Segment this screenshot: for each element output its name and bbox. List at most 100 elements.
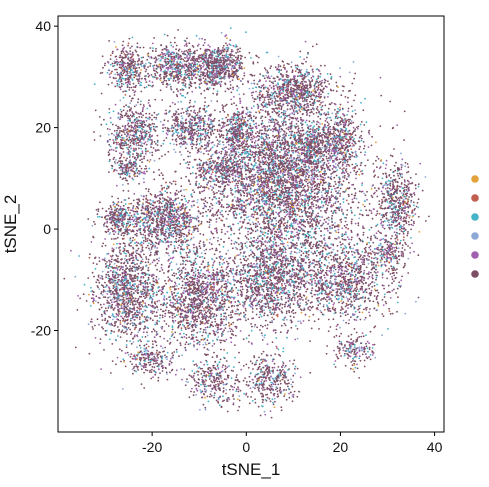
data-point — [329, 164, 332, 167]
data-point — [250, 136, 253, 139]
data-point — [266, 181, 269, 184]
data-point — [281, 121, 283, 123]
data-point — [188, 167, 191, 170]
data-point — [331, 112, 334, 115]
data-point — [313, 195, 316, 198]
data-point — [209, 185, 212, 187]
data-point — [259, 191, 262, 193]
data-point — [346, 236, 349, 239]
data-point — [258, 169, 261, 172]
data-point — [217, 209, 220, 211]
data-point — [234, 246, 237, 249]
data-point — [274, 169, 277, 172]
data-point — [265, 170, 267, 173]
data-point — [327, 111, 329, 114]
data-point — [255, 127, 258, 130]
data-point — [269, 171, 272, 174]
data-point — [284, 215, 287, 218]
data-point — [317, 192, 319, 195]
data-point — [255, 54, 257, 57]
data-point — [255, 132, 257, 135]
data-point — [196, 152, 199, 154]
data-point — [237, 191, 240, 194]
data-point — [309, 186, 312, 189]
data-point — [274, 206, 276, 208]
data-point — [292, 239, 294, 242]
data-point — [221, 210, 223, 212]
data-point — [327, 159, 329, 162]
data-point — [281, 159, 284, 162]
data-point — [274, 192, 277, 194]
data-point — [300, 178, 303, 181]
data-point — [250, 232, 253, 234]
data-point — [229, 27, 232, 29]
data-point — [331, 214, 334, 217]
data-point — [234, 73, 237, 75]
data-point — [253, 213, 256, 216]
data-point — [361, 182, 364, 185]
data-point — [247, 233, 249, 236]
data-point — [300, 174, 302, 177]
data-point — [238, 147, 241, 150]
data-point — [292, 206, 295, 209]
data-point — [367, 214, 370, 217]
data-point — [284, 150, 286, 153]
data-point — [324, 104, 327, 107]
data-point — [292, 178, 295, 181]
data-point — [346, 213, 348, 216]
data-point — [299, 158, 302, 161]
data-point — [285, 211, 288, 214]
data-point — [286, 186, 289, 189]
data-point — [260, 135, 263, 138]
data-point — [276, 170, 279, 173]
data-point — [203, 202, 206, 205]
data-point — [311, 186, 314, 189]
data-point — [249, 193, 252, 196]
data-point — [287, 204, 290, 207]
data-point — [208, 87, 211, 89]
data-point — [300, 161, 303, 164]
data-point — [294, 169, 297, 172]
data-point — [196, 45, 199, 47]
data-point — [256, 176, 259, 179]
data-point — [268, 121, 270, 124]
data-point — [325, 221, 327, 224]
data-point — [256, 97, 259, 99]
data-point — [239, 289, 242, 292]
data-point — [270, 91, 273, 94]
data-point — [372, 171, 375, 173]
data-point — [257, 194, 259, 197]
data-point — [337, 165, 340, 168]
data-point — [238, 200, 241, 203]
data-point — [284, 226, 287, 229]
data-point — [311, 225, 314, 228]
data-point — [244, 186, 246, 189]
data-point — [320, 180, 322, 183]
data-point — [351, 82, 354, 85]
data-point — [257, 144, 259, 147]
data-point — [244, 189, 247, 192]
data-point — [283, 160, 285, 163]
data-point — [368, 209, 371, 212]
data-point — [225, 50, 228, 53]
data-point — [236, 69, 239, 72]
data-point — [256, 61, 259, 64]
data-point — [214, 80, 217, 83]
data-point — [269, 197, 272, 200]
data-point — [268, 173, 271, 176]
data-point — [269, 228, 272, 231]
data-point — [276, 137, 279, 139]
data-point — [317, 304, 320, 307]
data-point — [248, 227, 251, 230]
data-point — [255, 200, 258, 203]
data-point — [291, 164, 294, 167]
data-point — [324, 192, 327, 195]
data-point — [330, 178, 333, 181]
data-point — [195, 175, 198, 178]
data-point — [291, 224, 294, 227]
data-point — [294, 213, 297, 216]
data-point — [259, 151, 262, 154]
data-point — [239, 64, 242, 66]
data-point — [217, 70, 220, 73]
data-point — [323, 227, 326, 230]
